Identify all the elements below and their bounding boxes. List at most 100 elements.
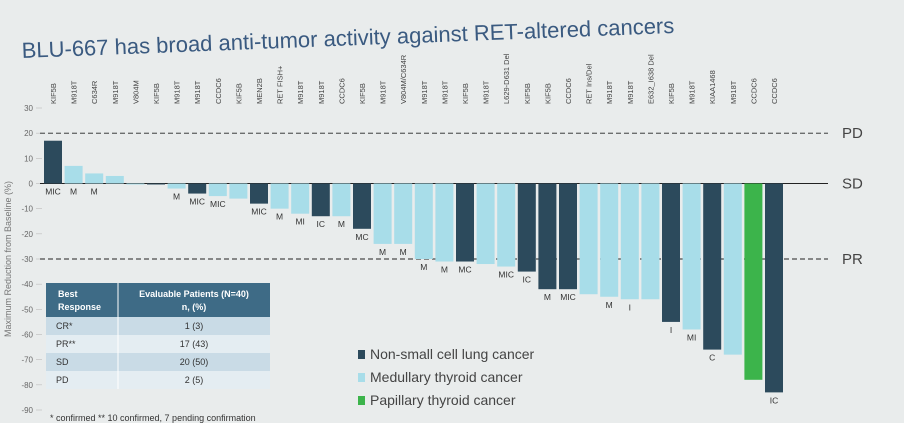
bar <box>353 183 371 229</box>
mutation-label: KIF5B <box>49 83 58 104</box>
mutation-label: M918T <box>729 80 738 104</box>
table-row-bg <box>46 371 270 389</box>
bar-annotation: IC <box>770 395 779 405</box>
bar <box>332 183 351 217</box>
bar <box>620 183 639 300</box>
legend: Non-small cell lung cancer Medullary thyr… <box>358 346 535 408</box>
bar <box>394 183 413 244</box>
mutation-label: KIF5B <box>152 83 161 104</box>
y-tick-label: -60 <box>21 331 33 340</box>
table-cell-response: PD <box>56 375 69 385</box>
bar <box>105 175 124 184</box>
reference-label-sd: SD <box>842 176 863 193</box>
reference-label-pd: PD <box>842 125 863 142</box>
mutation-label: E632_I638 Del <box>646 54 655 104</box>
y-tick-label: -50 <box>21 305 33 314</box>
bar <box>414 183 433 259</box>
bar-annotation: MC <box>355 232 368 242</box>
bar <box>744 183 763 380</box>
bar <box>476 183 495 265</box>
bar-annotation: C <box>709 353 715 363</box>
mutation-label: M918T <box>482 80 491 104</box>
bar <box>64 165 83 184</box>
bar <box>723 183 742 355</box>
reference-label-pr: PR <box>842 251 863 268</box>
bar-annotation: M <box>379 247 386 257</box>
table-row-bg <box>46 335 270 353</box>
mutation-label: M918T <box>605 80 614 104</box>
bar <box>147 183 165 185</box>
bar <box>497 183 516 267</box>
mutation-labels: KIF5B M918T C634R M918T V804M KIF5B M918T M918T… <box>49 53 779 104</box>
mutation-label: CCDC6 <box>770 78 779 104</box>
mutation-label: KIF5B <box>234 83 243 104</box>
bar <box>765 183 783 393</box>
mutation-label: KIF5B <box>461 83 470 104</box>
bar <box>579 183 598 295</box>
bar-annotation: MIC <box>560 292 576 302</box>
bar-annotation: M <box>91 187 98 197</box>
y-tick-label: -30 <box>21 255 33 264</box>
legend-swatch-nsclc <box>358 350 365 359</box>
mutation-label: CCDC6 <box>337 78 346 104</box>
table-row-bg <box>46 353 270 371</box>
table-header-patients-line1: Evaluable Patients (N=40) <box>139 289 249 299</box>
y-tick-label: 0 <box>29 180 34 189</box>
bar <box>600 183 619 297</box>
table-cell-response: CR* <box>56 321 73 331</box>
bar <box>44 140 62 184</box>
bar <box>291 183 310 214</box>
y-tick-label: 10 <box>24 154 33 163</box>
mutation-label: V804M <box>131 80 140 104</box>
bar-annotation: I <box>670 325 672 335</box>
mutation-label: L629-D631 Del <box>502 53 511 104</box>
mutation-label: M918T <box>173 80 182 104</box>
mutation-label: V804M/C634R <box>399 54 408 104</box>
table-cell-response: PR** <box>56 339 76 349</box>
bar <box>538 183 557 290</box>
table-header-patients-line2: n, (%) <box>182 302 207 312</box>
mutation-label: KIF5B <box>543 83 552 104</box>
bar <box>517 183 536 272</box>
bar-annotation: MIC <box>498 270 514 280</box>
mutation-label: KIAA1468 <box>708 70 717 104</box>
bar-annotation: M <box>173 192 180 202</box>
bar <box>703 183 722 350</box>
y-tick-label: -90 <box>21 406 33 415</box>
mutation-label: M918T <box>296 80 305 104</box>
bar-annotation: IC <box>523 275 532 285</box>
mutation-label: M918T <box>440 80 449 104</box>
mutation-label: RET Ins/Del <box>585 63 594 104</box>
mutation-label: M918T <box>688 80 697 104</box>
bar-annotation: I <box>629 302 631 312</box>
y-axis-label: Maximum Reduction from Baseline (%) <box>3 181 13 337</box>
table-cell-patients: 1 (3) <box>185 321 204 331</box>
y-tick-label: -80 <box>21 381 33 390</box>
bar-annotation: M <box>70 187 77 197</box>
bar <box>559 183 577 290</box>
table-cell-response: SD <box>56 357 69 367</box>
y-axis: Maximum Reduction from Baseline (%) 30 20 1… <box>3 104 42 415</box>
y-tick-label: 30 <box>24 104 33 113</box>
bar <box>682 183 701 330</box>
mutation-label: M918T <box>379 80 388 104</box>
table-header-response-line1: Best <box>58 289 78 299</box>
bar-annotation: M <box>441 265 448 275</box>
bar <box>167 183 186 189</box>
bar-annotation: MIC <box>45 187 61 197</box>
bar-annotation: M <box>606 300 613 310</box>
table-cell-patients: 17 (43) <box>180 339 209 349</box>
bar <box>311 183 330 217</box>
bar-annotation: MIC <box>189 197 205 207</box>
bar-annotation: MIC <box>251 207 267 217</box>
legend-swatch-ptc <box>358 396 365 405</box>
bar <box>270 183 289 209</box>
bar-annotation: MI <box>295 217 304 227</box>
bar <box>188 183 207 194</box>
mutation-label: MEN2B <box>255 78 264 104</box>
table-header-response-line2: Response <box>58 302 101 312</box>
y-tick-label: -70 <box>21 356 33 365</box>
legend-label-mtc: Medullary thyroid cancer <box>370 369 523 385</box>
